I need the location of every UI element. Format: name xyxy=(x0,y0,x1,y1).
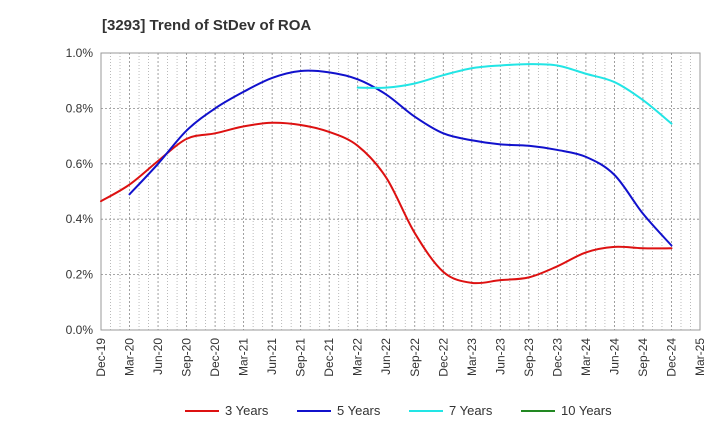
plot-area xyxy=(100,52,701,331)
grid-layer xyxy=(100,52,701,331)
chart-legend: 3 Years 5 Years 7 Years 10 Years xyxy=(185,403,612,418)
x-tick-label: Sep-24 xyxy=(636,338,650,377)
x-tick-label: Dec-19 xyxy=(94,338,108,377)
chart-title: [3293] Trend of StDev of ROA xyxy=(102,17,311,34)
legend-label-4: 10 Years xyxy=(561,403,612,418)
x-tick-label: Dec-22 xyxy=(436,338,450,377)
x-tick-label: Dec-23 xyxy=(550,338,564,377)
x-tick-label: Sep-23 xyxy=(522,338,536,377)
x-tick-label: Jun-22 xyxy=(379,338,393,375)
legend-label-1: 3 Years xyxy=(225,403,269,418)
x-tick-label: Mar-25 xyxy=(693,338,707,376)
series-line-2 xyxy=(128,69,673,247)
x-tick-label: Mar-21 xyxy=(237,338,251,376)
y-tick-label: 0.0% xyxy=(66,323,94,337)
x-tick-label: Sep-21 xyxy=(294,338,308,377)
legend-label-2: 5 Years xyxy=(337,403,381,418)
x-tick-label: Mar-22 xyxy=(351,338,365,376)
x-tick-label: Jun-23 xyxy=(493,338,507,375)
series-layer xyxy=(100,63,673,285)
y-tick-label: 0.2% xyxy=(66,268,94,282)
x-tick-label: Mar-23 xyxy=(465,338,479,376)
series-line-3 xyxy=(356,63,673,125)
x-tick-label: Dec-24 xyxy=(664,338,678,377)
x-tick-label: Dec-20 xyxy=(208,338,222,377)
y-tick-label: 0.4% xyxy=(66,212,94,226)
x-tick-label: Sep-22 xyxy=(408,338,422,377)
x-tick-label: Sep-20 xyxy=(180,338,194,377)
x-tick-label: Jun-24 xyxy=(607,338,621,375)
x-tick-label: Mar-20 xyxy=(123,338,137,376)
x-tick-label: Mar-24 xyxy=(579,338,593,376)
y-tick-label: 1.0% xyxy=(66,46,94,60)
x-tick-label: Jun-20 xyxy=(151,338,165,375)
series-line-1 xyxy=(100,121,673,285)
y-tick-label: 0.8% xyxy=(66,101,94,115)
x-tick-label: Dec-21 xyxy=(322,338,336,377)
x-tick-label: Jun-21 xyxy=(265,338,279,375)
y-tick-label: 0.6% xyxy=(66,157,94,171)
axis-layer: 0.0% 0.2% 0.4% 0.6% 0.8% 1.0% Dec-19 Mar-20 Jun-… xyxy=(66,46,707,377)
legend-label-3: 7 Years xyxy=(449,403,493,418)
